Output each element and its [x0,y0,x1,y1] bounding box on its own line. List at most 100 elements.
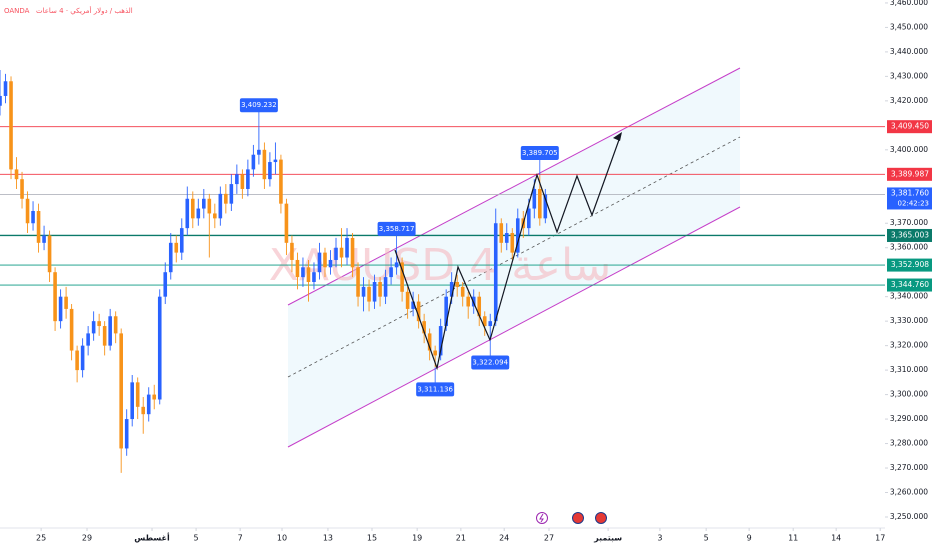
y-tick-label: 3,260.000 [890,488,928,497]
candle-body [306,267,311,282]
candle-body [257,149,261,155]
candle-body [350,237,355,268]
x-tick-label: 10 [277,534,287,543]
symbol-description: الذهب / دولار أمريكي · 4 ساعات [36,6,133,15]
candle-body [75,350,79,371]
y-tick-label: 3,310.000 [890,365,928,374]
level-label: 3,409.450 [891,122,929,131]
candle-body [97,321,101,327]
candle-body [25,198,30,224]
candle-body [312,272,316,282]
candle-body [9,81,13,170]
y-tick-label: 3,460.000 [890,0,928,7]
x-tick-label: 9 [747,534,752,543]
candle-body [80,345,85,371]
channel-bottom [287,206,741,448]
x-tick-label: 24 [499,534,509,543]
candle-body [295,259,300,278]
candle-body [422,321,426,334]
candle-body [367,286,371,302]
candle-body [202,198,206,209]
us-event-icon[interactable] [595,512,607,524]
y-tick-label: 3,250.000 [890,512,928,521]
us-event-icon[interactable] [572,512,584,524]
arrow-head [613,132,622,141]
annotation-label: 3,358.717 [379,225,415,233]
candle-body [538,188,542,219]
candle-body [427,333,432,351]
x-tick-label: 3 [657,534,662,543]
candle-body [69,308,74,351]
y-tick-label: 3,400.000 [890,145,928,154]
y-tick-label: 3,300.000 [890,390,928,399]
candle-body [400,262,404,292]
candle-body [356,267,360,297]
candle-body [438,326,443,356]
marks [0,70,885,473]
candle-body [20,179,24,199]
candle-body [543,194,548,219]
candle-body [196,208,201,219]
candle-body [135,382,140,407]
candle-body [510,233,515,253]
candle-body [86,333,90,346]
y-tick-label: 3,340.000 [890,292,928,301]
candle-body [433,350,437,356]
y-tick-label: 3,270.000 [890,463,928,472]
candle-body [31,211,35,224]
y-tick-label: 3,320.000 [890,341,928,350]
candle-body [229,184,234,204]
level-label-box [887,167,932,181]
candle-body [108,316,112,346]
candle-body [179,228,184,253]
x-tick-label: أغسطس [134,533,170,544]
annotation-box [239,98,278,113]
annotation-label: 3,389.705 [522,149,558,157]
y-tick-label: 3,450.000 [890,22,928,31]
candle-body [3,81,8,96]
x-tick-label: 19 [412,534,422,543]
candle-body [279,159,283,204]
candle-body [91,321,96,334]
candle-body [102,326,107,346]
candle-body [444,296,448,327]
level-label-box [887,120,932,134]
source: OANDA [4,7,30,15]
candle-body [339,247,344,258]
event-icon[interactable] [536,512,548,524]
zigzag [394,136,621,371]
candle-body [317,252,322,273]
y-tick-label: 3,280.000 [890,439,928,448]
x-tick-label: 11 [788,534,798,543]
x-tick-label: سبتمبر [593,534,622,543]
annotation-label: 3,311.136 [417,385,453,393]
price-axis [885,0,932,550]
candle-body [14,169,19,180]
candle-body [240,174,245,189]
y-tick-label: 3,440.000 [890,47,928,56]
candle-body [262,149,267,180]
candle-body [58,296,63,322]
candle-body [515,218,520,253]
candle-body [42,235,46,243]
x-tick-label: 13 [323,534,333,543]
candle-body [345,237,349,258]
candle-body [499,223,504,243]
candle-body [466,296,471,307]
x-tick-label: 5 [194,534,199,543]
candle-body [141,406,146,415]
candle-body [146,394,151,415]
candle-body [113,316,118,334]
candle-body [383,277,388,297]
x-tick-label: 25 [36,534,46,543]
candle-body [53,272,57,322]
candle-body [251,154,256,170]
candle-body [168,242,173,273]
annotation-label: 3,409.232 [241,101,277,109]
candle-body [207,198,212,214]
annotation-box [416,382,455,397]
candle-body [235,174,239,185]
candle-body [218,193,223,219]
candle-body [190,198,195,219]
